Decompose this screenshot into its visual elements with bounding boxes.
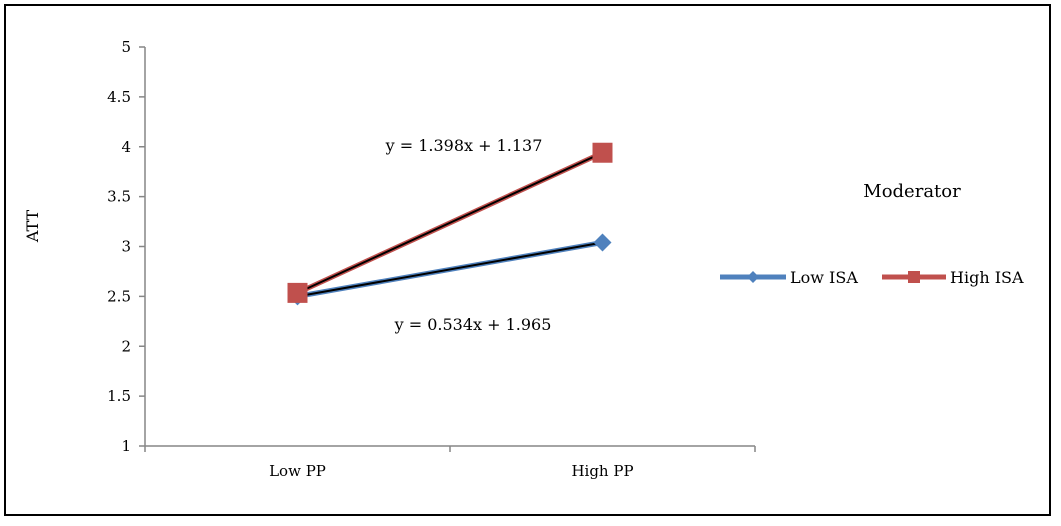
legend-item-high-isa: High ISA — [882, 268, 1024, 287]
y-tick-label: 4.5 — [107, 88, 131, 106]
annotation-low-isa-equation: y = 0.534x + 1.965 — [394, 315, 552, 334]
legend-marker — [908, 271, 920, 283]
data-point-high-isa — [287, 282, 308, 303]
legend-label: Low ISA — [790, 268, 858, 287]
series-low-isa — [288, 233, 612, 306]
y-tick-label: 4 — [121, 138, 131, 156]
series-high-isa — [287, 142, 613, 303]
y-tick-label: 2.5 — [107, 287, 131, 305]
legend-item-low-isa: Low ISA — [720, 268, 858, 287]
legend-label: High ISA — [950, 268, 1024, 287]
data-point-low-isa — [593, 233, 612, 252]
axes: 1 1.5 2 2.5 3 3.5 4 4.5 5 Low PP High PP — [107, 38, 756, 480]
y-tick-label: 1 — [121, 437, 131, 455]
y-tick-label: 3.5 — [107, 188, 131, 206]
trendline-high-isa — [297, 151, 603, 294]
y-tick-label: 5 — [121, 38, 131, 56]
x-tick-label: Low PP — [269, 462, 326, 480]
y-axis-title: ATT — [23, 210, 42, 244]
y-tick-label: 1.5 — [107, 387, 131, 405]
legend: Low ISA High ISA — [720, 268, 1024, 287]
legend-title: Moderator — [863, 181, 961, 202]
y-tick-label: 2 — [121, 337, 131, 355]
trendline-low-isa — [297, 241, 603, 298]
data-point-high-isa — [592, 142, 613, 163]
chart-frame — [4, 4, 1051, 516]
legend-marker — [747, 271, 759, 283]
x-tick-label: High PP — [571, 462, 633, 480]
series-layer — [287, 142, 613, 306]
annotation-high-isa-equation: y = 1.398x + 1.137 — [385, 136, 543, 155]
y-tick-label: 3 — [121, 238, 131, 256]
